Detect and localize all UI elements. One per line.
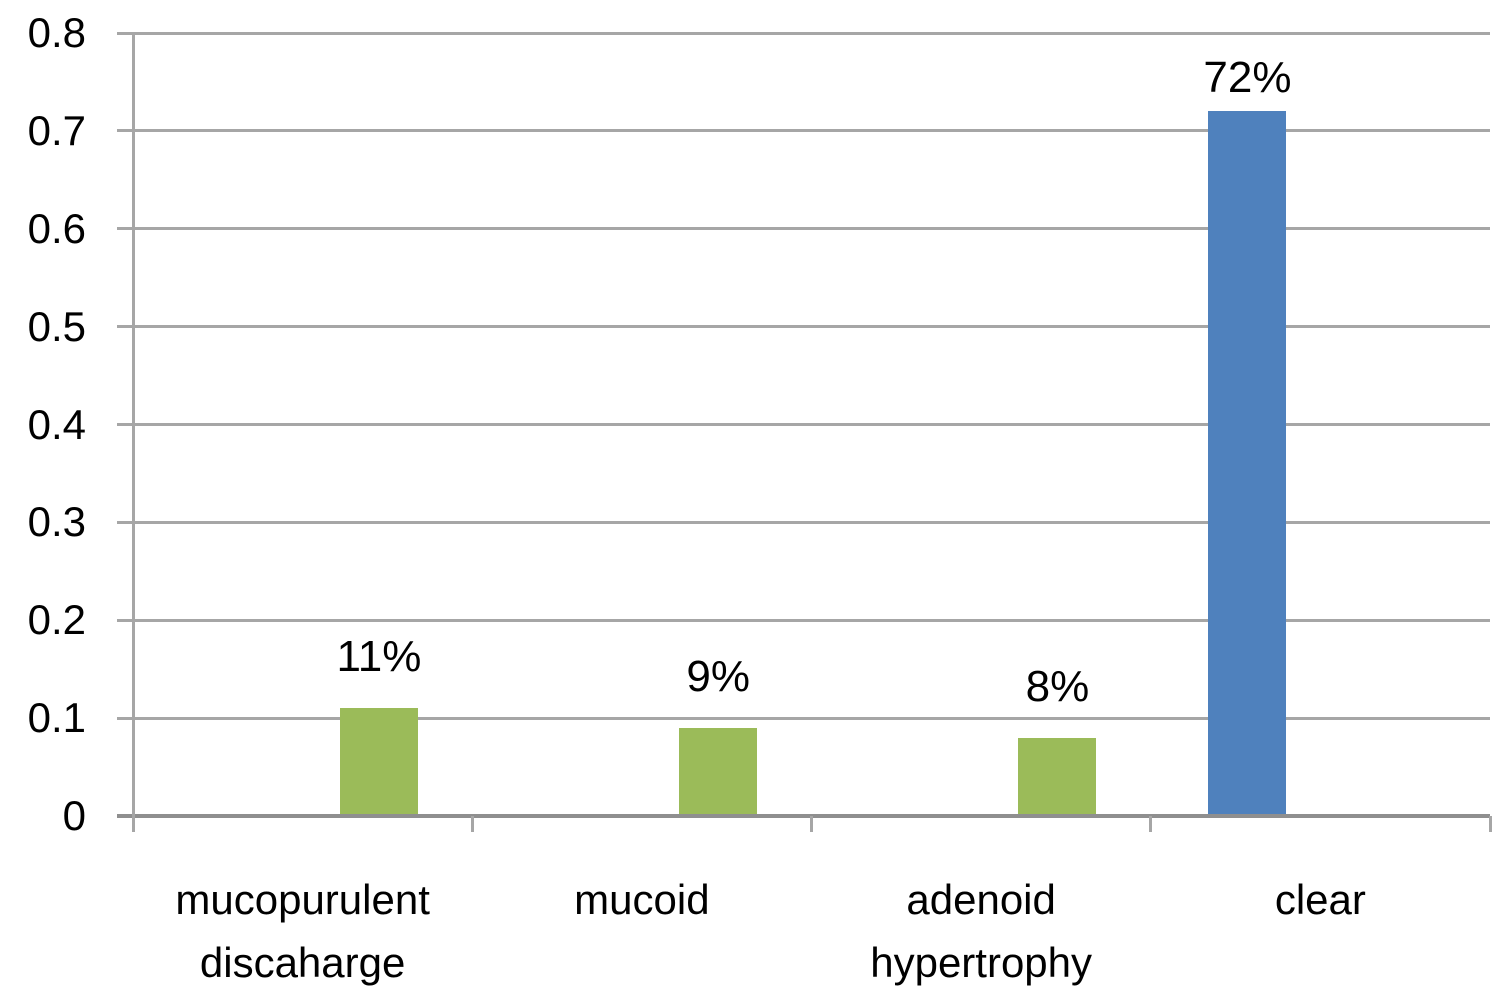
y-axis-tick-label: 0.2 <box>27 596 86 644</box>
y-axis-tick-label: 0 <box>62 792 86 839</box>
x-axis-tick <box>1488 816 1492 832</box>
bar-value-label: 11% <box>336 632 422 682</box>
x-category-label: adenoid hypertrophy <box>870 876 1093 986</box>
y-axis-tick-label: 0.5 <box>27 302 86 350</box>
gridline <box>117 618 1490 622</box>
bar-value-label: 8% <box>1025 661 1090 711</box>
y-axis-tick-label: 0.8 <box>27 9 86 56</box>
gridline <box>117 129 1490 133</box>
bar-adenoid <box>1018 737 1097 816</box>
gridline <box>117 520 1490 524</box>
gridline <box>117 325 1490 329</box>
y-axis-tick-label: 0.3 <box>27 498 86 546</box>
gridline <box>117 227 1490 231</box>
gridline <box>117 716 1490 720</box>
x-category-label: mucoid <box>574 876 710 923</box>
x-axis-line <box>117 814 1490 818</box>
x-axis-tick <box>470 816 474 832</box>
bar-value-label: 72% <box>1203 53 1292 103</box>
y-axis-tick-label: 0.6 <box>27 204 86 252</box>
x-category-label: clear <box>1274 876 1366 923</box>
y-axis-line <box>131 33 135 832</box>
x-axis-tick <box>131 816 135 832</box>
bar-mucopurulent <box>339 708 418 816</box>
y-axis-tick-label: 0.1 <box>27 694 86 742</box>
y-axis-tick-label: 0.4 <box>27 400 86 448</box>
x-category-label: mucopurulent discaharge <box>175 876 430 986</box>
y-axis-tick-label: 0.7 <box>27 106 86 154</box>
gridline <box>117 423 1490 426</box>
bar-value-label: 9% <box>686 651 750 701</box>
bar-clear <box>1208 111 1287 816</box>
x-axis-tick <box>1149 816 1153 832</box>
bar-mucoid <box>679 727 758 816</box>
x-axis-tick <box>810 816 813 832</box>
gridline <box>117 31 1490 35</box>
